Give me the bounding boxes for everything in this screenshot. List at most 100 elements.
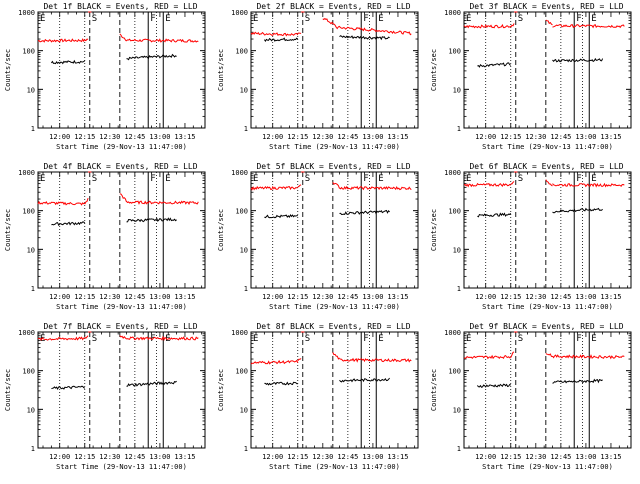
- lld-series-line: [84, 197, 89, 205]
- lld-series-line: [84, 335, 89, 339]
- x-tick-label: 12:30: [99, 133, 120, 141]
- y-axis-label: Counts/sec: [4, 49, 12, 91]
- x-tick-label: 12:45: [550, 293, 571, 301]
- chart-panel-7: Det 7f BLACK = Events, RED = LLD 1 10 100 10…: [4, 322, 206, 471]
- flag-marker-e: E: [466, 174, 471, 184]
- chart-title: Det 7f BLACK = Events, RED = LLD: [43, 322, 197, 331]
- x-tick-label: 13:00: [149, 293, 170, 301]
- x-tick-label: 13:15: [174, 133, 195, 141]
- x-tick-label: 12:45: [124, 293, 145, 301]
- flag-marker-f: F: [363, 174, 368, 184]
- y-tick-label: 100: [448, 48, 461, 56]
- flag-marker-s: S: [92, 14, 97, 24]
- flag-marker-e: E: [253, 14, 258, 24]
- x-tick-label: 12:15: [500, 293, 521, 301]
- lld-series-line: [37, 38, 86, 43]
- x-tick-label: 12:30: [312, 133, 333, 141]
- flag-marker-e: E: [253, 174, 258, 184]
- y-tick-label: 10: [453, 406, 461, 414]
- x-tick-label: 12:45: [124, 133, 145, 141]
- flag-marker-e: E: [253, 334, 258, 344]
- events-series-line: [552, 57, 604, 63]
- lld-series-line: [339, 357, 412, 363]
- x-axis-label: Start Time (29-Nov-13 11:47:00): [269, 303, 400, 311]
- lld-series-line: [545, 19, 553, 26]
- flag-marker-e: E: [466, 14, 471, 24]
- events-series-line: [477, 212, 512, 218]
- flag-marker-e: E: [591, 174, 596, 184]
- x-axis-label: Start Time (29-Nov-13 11:47:00): [482, 303, 613, 311]
- y-tick-label: 100: [235, 48, 248, 56]
- flag-marker-f: F: [363, 334, 368, 344]
- lld-series-line: [119, 335, 127, 340]
- lld-series-line: [463, 354, 511, 360]
- lld-series-line: [552, 182, 625, 188]
- flag-marker-e: E: [378, 174, 383, 184]
- x-tick-label: 12:00: [49, 453, 70, 461]
- x-tick-label: 12:00: [49, 133, 70, 141]
- plot-frame: [463, 331, 632, 449]
- y-tick-label: 10: [27, 406, 35, 414]
- flag-marker-e: E: [165, 14, 170, 24]
- chart-panel-5: Det 5f BLACK = Events, RED = LLD 1 10 100 10…: [217, 162, 419, 311]
- x-tick-label: 13:00: [149, 453, 170, 461]
- events-series-line: [263, 37, 299, 43]
- x-tick-label: 12:00: [475, 133, 496, 141]
- events-series-line: [477, 62, 512, 68]
- plot-frame: [37, 11, 206, 129]
- lld-series-line: [339, 185, 412, 191]
- x-tick-label: 12:45: [337, 293, 358, 301]
- lld-series-line: [37, 200, 86, 206]
- y-tick-label: 10: [453, 246, 461, 254]
- lld-series-line: [297, 184, 302, 188]
- lld-series-line: [126, 200, 199, 205]
- y-tick-label: 100: [235, 208, 248, 216]
- x-tick-label: 13:00: [575, 293, 596, 301]
- flag-marker-s: S: [305, 174, 310, 184]
- y-tick-label: 100: [448, 368, 461, 376]
- lld-series-line: [126, 335, 199, 341]
- chart-title: Det 8f BLACK = Events, RED = LLD: [256, 322, 410, 331]
- y-axis-label: Counts/sec: [217, 209, 225, 251]
- x-tick-label: 12:45: [337, 453, 358, 461]
- plot-frame: [250, 331, 419, 449]
- y-tick-label: 1000: [18, 9, 35, 17]
- lld-series-line: [463, 182, 512, 188]
- x-tick-label: 13:00: [575, 453, 596, 461]
- flag-marker-f: F: [576, 14, 581, 24]
- x-tick-label: 13:00: [362, 133, 383, 141]
- y-tick-label: 1000: [18, 329, 35, 337]
- lld-series-line: [510, 181, 515, 185]
- x-tick-label: 13:15: [387, 133, 408, 141]
- lld-series-line: [552, 23, 625, 29]
- x-tick-label: 13:15: [174, 293, 195, 301]
- lld-series-line: [126, 38, 199, 43]
- y-axis-label: Counts/sec: [430, 369, 438, 411]
- lld-series-line: [250, 31, 299, 37]
- chart-title: Det 5f BLACK = Events, RED = LLD: [256, 162, 410, 171]
- chart-title: Det 9f BLACK = Events, RED = LLD: [469, 322, 623, 331]
- y-tick-label: 1: [457, 445, 461, 453]
- chart-panel-2: Det 2f BLACK = Events, RED = LLD 1 10 100 10…: [217, 2, 419, 151]
- events-series-line: [126, 217, 177, 223]
- events-series-line: [264, 214, 298, 219]
- lld-series-line: [463, 23, 512, 29]
- x-axis-label: Start Time (29-Nov-13 11:47:00): [482, 143, 613, 151]
- x-tick-label: 12:15: [287, 133, 308, 141]
- x-axis-label: Start Time (29-Nov-13 11:47:00): [56, 303, 187, 311]
- x-tick-label: 13:15: [387, 293, 408, 301]
- x-tick-label: 12:00: [49, 293, 70, 301]
- x-tick-label: 13:00: [362, 293, 383, 301]
- y-axis-label: Counts/sec: [217, 49, 225, 91]
- lld-series-line: [332, 182, 340, 189]
- y-tick-label: 100: [22, 368, 35, 376]
- chart-title: Det 4f BLACK = Events, RED = LLD: [43, 162, 197, 171]
- events-series-line: [552, 207, 603, 214]
- x-tick-label: 12:15: [74, 133, 95, 141]
- flag-marker-f: F: [576, 174, 581, 184]
- events-series-line: [50, 59, 86, 65]
- chart-panel-9: Det 9f BLACK = Events, RED = LLD 1 10 100 10…: [430, 322, 632, 471]
- y-axis-label: Counts/sec: [430, 49, 438, 91]
- x-tick-label: 12:30: [525, 293, 546, 301]
